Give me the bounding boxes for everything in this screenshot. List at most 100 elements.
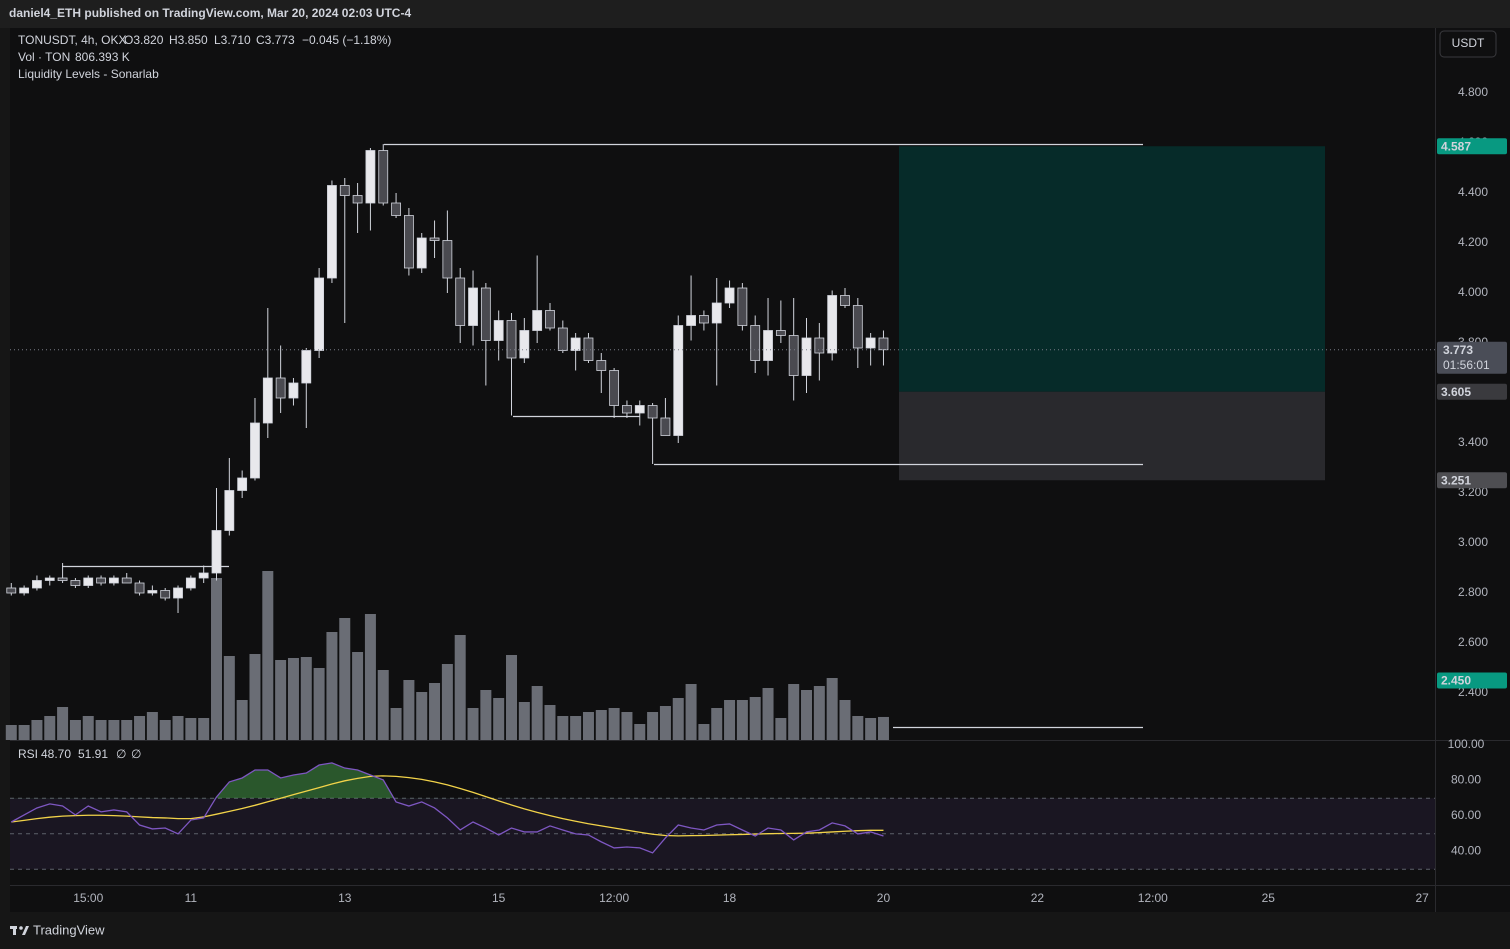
candle-body	[750, 325, 761, 361]
candle-body	[44, 577, 55, 581]
target-tag-label: 4.587	[1441, 139, 1471, 153]
rsi-extra: ∅	[116, 747, 126, 761]
candle-body	[532, 310, 543, 331]
volume-bar	[608, 708, 620, 740]
candle-body	[814, 337, 825, 354]
x-tick-label: 22	[1031, 891, 1045, 905]
candle-body	[378, 150, 389, 204]
candle-body	[224, 490, 235, 531]
y-tick-label: 3.000	[1458, 535, 1488, 549]
candle-body	[288, 382, 299, 399]
volume-bar	[557, 716, 569, 740]
rsi-y-tick-label: 100.00	[1448, 737, 1485, 751]
candle-body	[519, 330, 530, 359]
currency-button-label[interactable]: USDT	[1452, 36, 1485, 50]
candle-body	[403, 215, 414, 269]
candle-body	[198, 572, 209, 579]
candle-body	[827, 295, 838, 354]
candle-body	[878, 337, 889, 351]
volume-bar	[82, 716, 94, 740]
volume-bar	[429, 683, 441, 740]
volume-bar	[441, 664, 453, 740]
volume-bar	[531, 686, 543, 740]
position-loss	[899, 391, 1325, 481]
legend-open: O3.820	[124, 33, 164, 47]
candle-body	[250, 422, 260, 479]
rsi-ma-value: 51.91	[78, 747, 108, 761]
candle-body	[775, 330, 786, 336]
target-tag	[1437, 138, 1507, 155]
volume-bar	[31, 720, 43, 740]
candle-body	[237, 477, 248, 491]
candle-body	[32, 580, 42, 589]
candle-body	[262, 377, 273, 424]
candle-body	[724, 287, 735, 304]
candle-body	[391, 202, 401, 216]
candle-body	[365, 150, 376, 204]
volume-bar	[454, 635, 466, 740]
x-tick-label: 13	[338, 891, 352, 905]
candle-body	[96, 577, 106, 584]
price-axis	[1436, 28, 1510, 885]
rsi-line	[10, 762, 884, 854]
overbought-fill	[215, 762, 394, 799]
candle-body	[134, 582, 145, 594]
rsi-value: 48.70	[41, 747, 71, 761]
volume-bar	[18, 725, 30, 740]
volume-bar	[364, 614, 376, 740]
volume-bar	[634, 724, 646, 740]
volume-bar	[865, 718, 877, 740]
logo-part	[13, 926, 16, 935]
volume-bar	[108, 720, 120, 740]
volume-bar	[313, 668, 325, 740]
candle-body	[455, 277, 466, 326]
volume-bar	[390, 708, 402, 740]
rsi-line	[11, 775, 884, 837]
rsi-extra: ∅	[131, 747, 141, 761]
footer-logo	[10, 926, 29, 935]
candle-body	[480, 287, 491, 341]
countdown: 01:56:01	[1443, 358, 1490, 372]
rsi-y-tick-label: 80.00	[1451, 773, 1481, 787]
legend-volume-title: Vol · TON	[18, 50, 70, 64]
candle-body	[763, 330, 773, 361]
volume-bar	[480, 690, 492, 740]
candle-body	[19, 587, 30, 594]
last-price-tag	[1437, 341, 1507, 374]
candle-body	[840, 295, 850, 306]
currency-button[interactable]	[1439, 30, 1497, 58]
volume-bar	[749, 697, 761, 740]
candle-body	[686, 315, 696, 326]
volume-bar	[377, 670, 389, 740]
candle-body	[660, 417, 671, 436]
y-tick-label: 2.600	[1458, 635, 1488, 649]
candle-body	[699, 315, 709, 324]
y-tick-label: 3.400	[1458, 435, 1488, 449]
rsi-title: RSI	[18, 747, 38, 761]
legend-change: −0.045 (−1.18%)	[302, 33, 391, 47]
x-tick-label: 12:00	[599, 891, 629, 905]
logo-part	[22, 926, 29, 935]
x-tick-label: 27	[1415, 891, 1429, 905]
candle-body	[70, 580, 81, 586]
x-tick-label: 18	[723, 891, 737, 905]
legend-volume-value: 806.393 K	[75, 50, 130, 64]
x-tick-label: 15:00	[73, 891, 103, 905]
volume-bar	[416, 692, 428, 740]
volume-bar	[801, 690, 813, 740]
y-tick-label: 4.200	[1458, 235, 1488, 249]
rsi-y-tick-label: 40.00	[1451, 844, 1481, 858]
volume-bar	[185, 718, 197, 740]
candle-body	[442, 240, 453, 279]
volume-bar	[287, 658, 299, 740]
legend-close: C3.773	[256, 33, 295, 47]
volume-bar	[698, 724, 710, 740]
volume-bar	[146, 712, 158, 740]
position-profit	[899, 146, 1325, 392]
volume-bar	[621, 712, 633, 740]
candle-body	[121, 577, 132, 584]
candle-body	[647, 405, 658, 419]
